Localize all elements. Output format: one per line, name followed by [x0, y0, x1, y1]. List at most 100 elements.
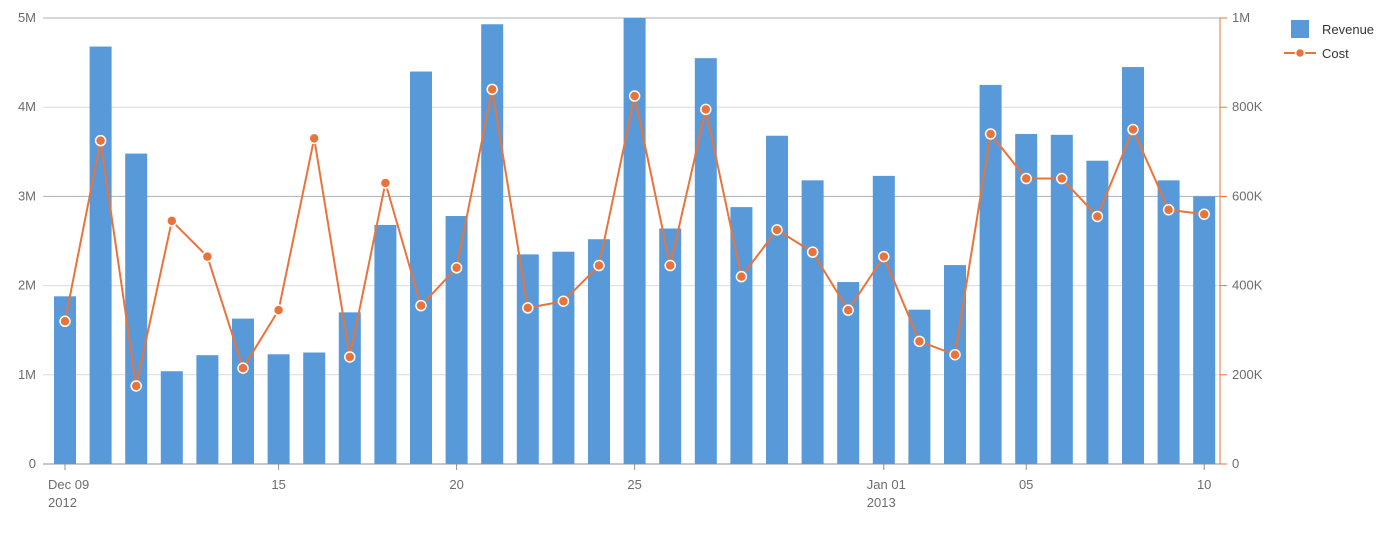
revenue-bars: [54, 18, 1216, 465]
right-tick-label: 0: [1232, 456, 1239, 471]
revenue-bar: [54, 296, 76, 464]
cost-point: [593, 259, 605, 272]
cost-point: [379, 177, 392, 189]
x-tick-sublabel: 2013: [867, 495, 896, 510]
legend-item-cost[interactable]: Cost: [1284, 46, 1349, 61]
x-tick-label: Jan 01: [867, 477, 906, 492]
revenue-bar: [1050, 134, 1073, 465]
cost-point: [522, 302, 534, 314]
revenue-bar: [694, 58, 717, 464]
revenue-bar: [125, 153, 148, 465]
revenue-bar: [516, 254, 539, 464]
cost-line-series: [59, 83, 1210, 392]
cost-point: [842, 304, 854, 316]
revenue-bar: [908, 309, 931, 464]
right-tick-label: 600K: [1232, 188, 1263, 203]
x-tick-sublabel: 2012: [48, 495, 77, 510]
revenue-bar: [89, 46, 112, 464]
cost-point: [628, 90, 641, 102]
revenue-bar: [410, 71, 432, 465]
legend-label-revenue: Revenue: [1322, 22, 1374, 37]
revenue-bar: [623, 18, 646, 464]
revenue-bar: [552, 251, 575, 464]
left-axis-tick-labels: 0 1M 2M 3M 4M 5M: [18, 10, 36, 471]
cost-point: [949, 348, 961, 361]
cost-point: [1020, 172, 1032, 185]
x-tick-label: 20: [449, 477, 463, 492]
revenue-bar: [267, 354, 290, 464]
x-tick-label: 25: [627, 477, 641, 492]
revenue-bar: [196, 355, 219, 464]
cost-legend-marker: [1294, 47, 1306, 59]
revenue-bar: [837, 282, 860, 464]
cost-point: [94, 134, 107, 147]
cost-point: [308, 132, 320, 145]
revenue-bar: [944, 265, 966, 464]
revenue-bar: [872, 175, 895, 464]
revenue-bar: [445, 216, 468, 464]
cost-point: [700, 103, 712, 116]
left-tick-label: 4M: [18, 99, 36, 114]
cost-point: [1198, 208, 1210, 220]
right-tick-label: 200K: [1232, 367, 1263, 382]
cost-point: [1162, 204, 1175, 216]
revenue-bar: [1193, 196, 1216, 464]
revenue-bar: [979, 84, 1002, 465]
revenue-bar: [1157, 180, 1180, 464]
left-tick-label: 5M: [18, 10, 36, 25]
revenue-bar: [730, 207, 753, 464]
cost-point: [59, 315, 71, 328]
right-tick-label: 1M: [1232, 10, 1250, 25]
cost-point: [735, 270, 748, 283]
x-tick-label: Dec 09: [48, 477, 89, 492]
cost-point: [913, 335, 926, 348]
revenue-bar: [1086, 160, 1109, 464]
revenue-bar: [659, 228, 682, 464]
axes: [43, 18, 1221, 465]
revenue-bar: [160, 371, 183, 464]
cost-point: [272, 304, 285, 316]
cost-point: [166, 215, 178, 227]
cost-point: [450, 262, 463, 274]
left-tick-label: 3M: [18, 188, 36, 203]
cost-point: [878, 250, 890, 263]
cost-point: [486, 83, 498, 96]
cost-point: [984, 128, 997, 140]
x-axis-tick-labels: Dec 09 2012 15 20 25 Jan 01 2013 05 10: [48, 464, 1211, 510]
legend-item-revenue[interactable]: Revenue: [1291, 20, 1374, 38]
cost-point: [201, 250, 214, 263]
right-tick-label: 800K: [1232, 99, 1263, 114]
right-axis-tick-labels: 0 200K 400K 600K 800K 1M: [1220, 10, 1263, 471]
cost-point: [806, 246, 819, 258]
cost-point: [1091, 210, 1104, 223]
cost-point: [130, 380, 142, 392]
cost-point: [415, 299, 427, 312]
right-tick-label: 400K: [1232, 278, 1263, 293]
cost-point: [344, 351, 356, 363]
revenue-bar: [588, 239, 610, 464]
x-tick-label: 05: [1019, 477, 1033, 492]
left-tick-label: 0: [29, 456, 36, 471]
left-tick-label: 2M: [18, 278, 36, 293]
legend[interactable]: Revenue Cost: [1284, 20, 1374, 61]
cost-point: [1056, 172, 1068, 185]
revenue-bar: [232, 318, 254, 464]
x-tick-label: 15: [271, 477, 285, 492]
cost-point: [557, 295, 570, 307]
revenue-bar: [374, 224, 397, 464]
revenue-bar: [303, 352, 326, 464]
cost-point: [771, 224, 783, 236]
cost-point: [1127, 123, 1139, 136]
x-tick-label: 10: [1197, 477, 1211, 492]
revenue-bar: [1122, 67, 1144, 464]
revenue-bar: [1015, 133, 1038, 464]
cost-point: [237, 362, 249, 374]
revenue-bar: [766, 135, 788, 464]
cost-point: [664, 259, 676, 272]
revenue-bar: [801, 180, 824, 464]
legend-label-cost: Cost: [1322, 46, 1349, 61]
revenue-bar: [481, 24, 504, 465]
revenue-bar: [338, 312, 361, 464]
revenue-legend-swatch: [1291, 20, 1309, 38]
